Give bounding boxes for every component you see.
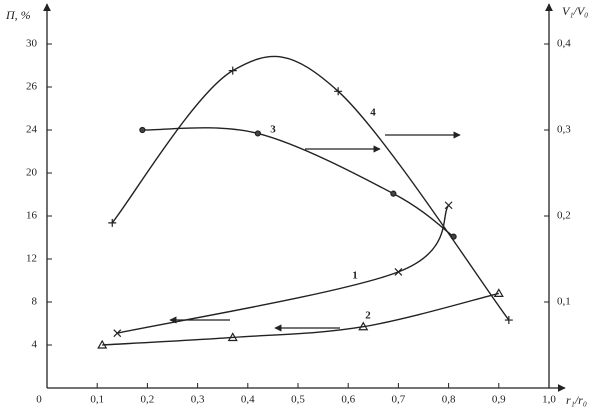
point-marker — [504, 316, 513, 325]
point-marker — [227, 332, 238, 342]
x-tick-label: 0,3 — [191, 394, 205, 406]
x-tick-label: 0,9 — [492, 394, 506, 406]
y2-tick-label: 0,3 — [557, 124, 571, 136]
point-marker — [97, 339, 108, 349]
point-marker — [113, 329, 122, 338]
curve-label: 3 — [270, 124, 276, 136]
y-tick-label: 16 — [26, 210, 38, 222]
x-tick-label: 0,1 — [90, 394, 104, 406]
y-tick-label: 24 — [26, 124, 38, 136]
curve-label: 1 — [352, 270, 358, 282]
y2-axis-label: V₁/V₀ — [562, 4, 588, 18]
curve-label: 2 — [365, 310, 371, 322]
y2-tick-label: 0,4 — [557, 38, 571, 50]
x-tick-label: 0,4 — [241, 394, 255, 406]
point-marker — [254, 130, 261, 137]
x-tick-label: 0,6 — [341, 394, 355, 406]
point-marker — [139, 126, 146, 134]
y-tick-label: 8 — [32, 296, 38, 308]
y-tick-label: 20 — [26, 167, 38, 179]
y-tick-label: 30 — [26, 38, 38, 50]
y-axis-label: П, % — [5, 8, 31, 22]
x-tick-label: 0 — [36, 394, 42, 406]
point-marker — [108, 218, 117, 227]
x-tick-label: 0,2 — [141, 394, 155, 406]
x-axis-label: r₁/r₀ — [566, 393, 587, 407]
point-marker — [358, 321, 369, 331]
point-marker — [390, 190, 397, 197]
curve — [117, 204, 450, 334]
x-tick-label: 0,5 — [291, 394, 305, 406]
curve — [102, 292, 499, 346]
point-marker — [334, 87, 343, 96]
x-tick-label: 0,8 — [442, 394, 456, 406]
x-tick-label: 1,0 — [542, 394, 556, 406]
y-tick-label: 12 — [26, 253, 37, 265]
y2-tick-label: 0,2 — [557, 210, 571, 222]
y-tick-label: 4 — [32, 339, 38, 351]
curve — [142, 127, 455, 238]
curve — [111, 55, 510, 321]
x-tick-label: 0,7 — [392, 394, 406, 406]
point-marker — [493, 288, 504, 297]
curve-label: 4 — [370, 107, 376, 119]
y-tick-label: 26 — [26, 81, 38, 93]
y2-tick-label: 0,1 — [557, 296, 571, 308]
point-marker — [394, 267, 403, 276]
point-marker — [228, 66, 237, 75]
point-marker — [444, 201, 453, 210]
